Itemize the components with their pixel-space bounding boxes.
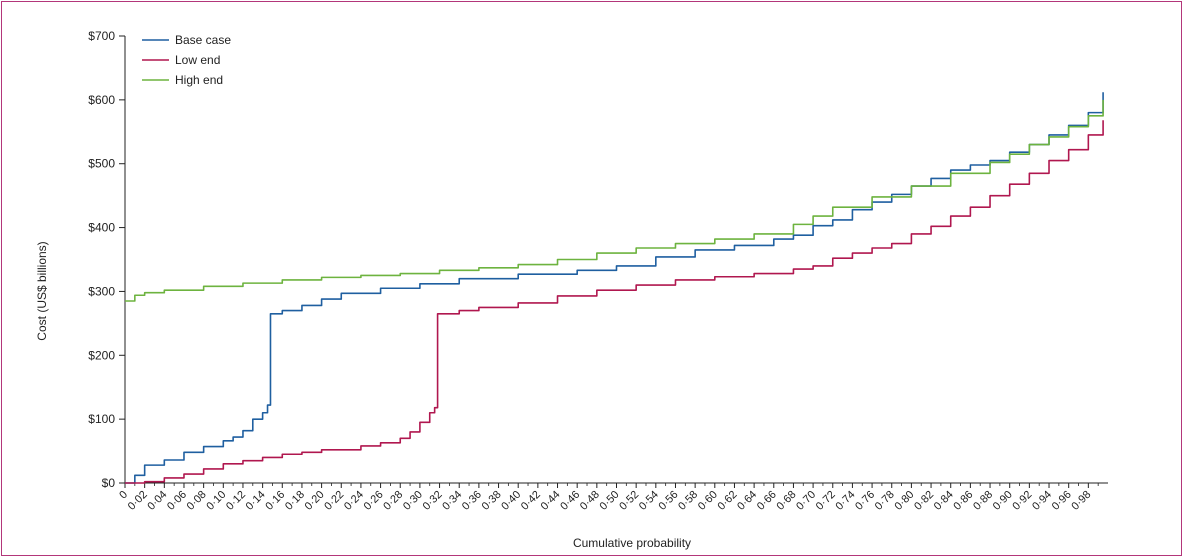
x-tick-label: 0·28 <box>381 489 405 513</box>
y-tick-label: $600 <box>88 93 115 107</box>
x-tick-label: 0·18 <box>283 489 307 513</box>
x-tick-label: 0·64 <box>735 489 759 513</box>
x-axis: 00·020·040·060·080·100·120·140·160·180·2… <box>117 482 1108 513</box>
series-line-base-case <box>125 92 1104 484</box>
x-tick-label: 0·50 <box>598 489 622 513</box>
x-tick-label: 0·24 <box>342 489 366 513</box>
y-tick-label: $500 <box>88 157 115 171</box>
x-tick-label: 0·56 <box>657 489 681 513</box>
x-tick-label: 0·26 <box>362 489 386 513</box>
x-tick-label: 0·84 <box>932 489 956 513</box>
x-tick-label: 0·82 <box>912 489 936 513</box>
x-tick-label: 0·72 <box>814 489 838 513</box>
series-layer <box>125 92 1104 484</box>
x-tick-label: 0·20 <box>303 489 327 513</box>
x-tick-label: 0·98 <box>1069 489 1093 513</box>
legend: Base case Low end High end <box>142 33 231 87</box>
x-tick-label: 0·40 <box>499 489 523 513</box>
x-tick-label: 0·34 <box>440 489 464 513</box>
y-tick-label: $300 <box>88 284 115 298</box>
y-tick-label: $200 <box>88 348 115 362</box>
x-tick-label: 0·16 <box>263 489 287 513</box>
x-tick-label: 0·14 <box>244 489 268 513</box>
x-tick-label: 0·96 <box>1050 489 1074 513</box>
x-tick-label: 0·06 <box>165 489 189 513</box>
x-tick-label: 0·74 <box>833 489 857 513</box>
series-line-low-end <box>125 120 1104 484</box>
x-tick-label: 0·12 <box>224 489 248 513</box>
x-tick-label: 0·58 <box>676 489 700 513</box>
x-tick-label: 0·70 <box>794 489 818 513</box>
y-tick-label: $0 <box>102 476 116 490</box>
x-tick-label: 0·54 <box>637 489 661 513</box>
y-tick-label: $100 <box>88 412 115 426</box>
x-tick-label: 0·48 <box>578 489 602 513</box>
x-tick-label: 0·88 <box>971 489 995 513</box>
x-tick-label: 0·44 <box>539 489 563 513</box>
x-tick-label: 0·10 <box>204 489 228 513</box>
x-tick-label: 0·02 <box>126 489 150 513</box>
x-tick-label: 0·62 <box>716 489 740 513</box>
x-tick-label: 0·90 <box>991 489 1015 513</box>
x-tick-label: 0·60 <box>696 489 720 513</box>
legend-label: Base case <box>175 33 231 47</box>
x-tick-label: 0 <box>117 489 130 502</box>
series-line-high-end <box>125 99 1104 302</box>
y-axis-label: Cost (US$ billions) <box>35 241 49 340</box>
x-tick-label: 0·36 <box>460 489 484 513</box>
x-tick-label: 0·04 <box>145 489 169 513</box>
y-tick-label: $400 <box>88 221 115 235</box>
x-tick-label: 0·78 <box>873 489 897 513</box>
x-tick-label: 0·94 <box>1030 489 1054 513</box>
x-tick-label: 0·66 <box>755 489 779 513</box>
x-tick-label: 0·08 <box>185 489 209 513</box>
x-tick-label: 0·80 <box>892 489 916 513</box>
x-tick-label: 0·76 <box>853 489 877 513</box>
x-tick-label: 0·42 <box>519 489 543 513</box>
y-axis: $0 $100 $200 $300 $400 $500 $600 $700 <box>88 29 126 490</box>
y-tick-label: $700 <box>88 29 115 43</box>
x-axis-label: Cumulative probability <box>573 536 691 550</box>
legend-label: High end <box>175 73 223 87</box>
x-tick-label: 0·22 <box>322 489 346 513</box>
x-tick-label: 0·68 <box>774 489 798 513</box>
x-tick-label: 0·32 <box>421 489 445 513</box>
legend-label: Low end <box>175 53 220 67</box>
x-tick-label: 0·52 <box>617 489 641 513</box>
x-tick-label: 0·92 <box>1010 489 1034 513</box>
x-tick-label: 0·30 <box>401 489 425 513</box>
x-tick-label: 0·46 <box>558 489 582 513</box>
x-tick-label: 0·38 <box>480 489 504 513</box>
x-tick-label: 0·86 <box>951 489 975 513</box>
